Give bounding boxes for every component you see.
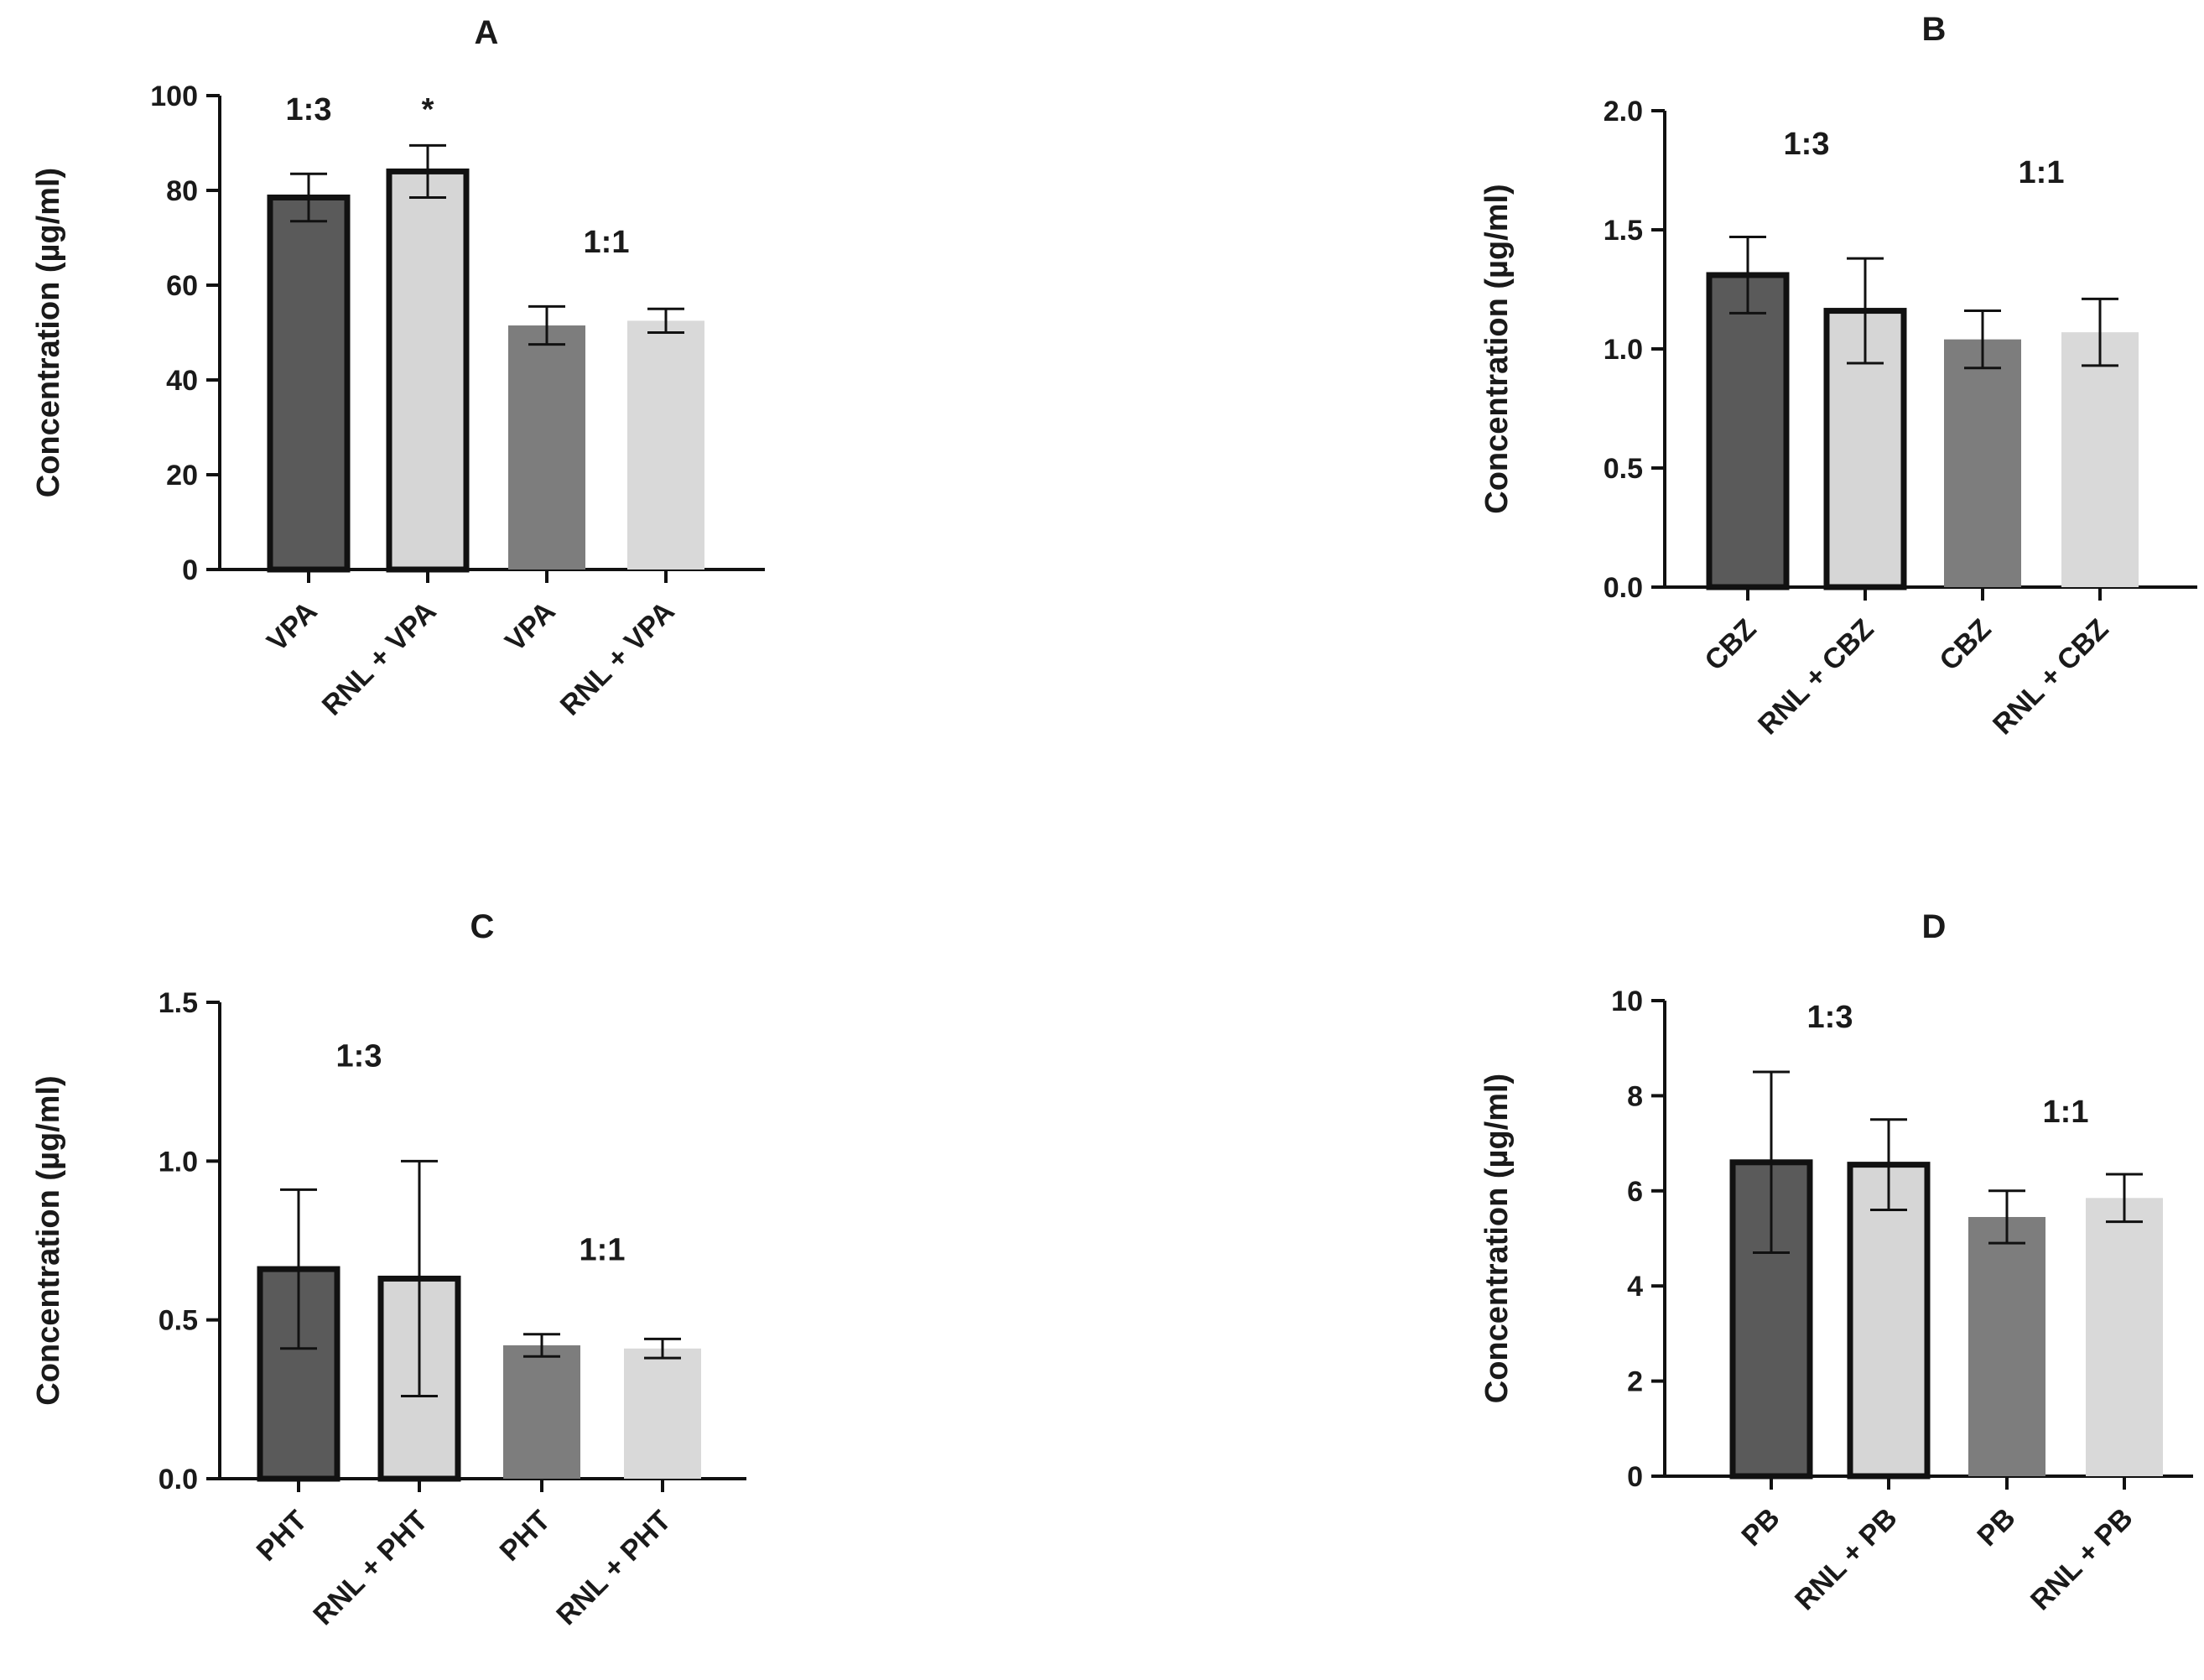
x-tick-label: PHT [251,1505,314,1568]
x-tick-label: RNL + PB [2025,1502,2139,1617]
ratio-annotation: 1:3 [1807,1000,1853,1035]
x-tick-label: RNL + CBZ [1752,613,1880,741]
x-tick-label: CBZ [1698,613,1762,677]
bar [624,1348,701,1479]
x-tick-label: RNL + CBZ [1987,613,2115,741]
x-tick-label: VPA [499,596,562,658]
x-tick-label: RNL + PHT [550,1505,677,1631]
ratio-annotation: 1:3 [336,1038,382,1074]
y-tick-label: 0 [1627,1461,1643,1493]
panel-title: D [1922,908,1947,945]
y-axis-label: Concentration (µg/ml) [1479,1074,1515,1403]
panel-b: B 0.0 0.5 1.0 1.5 2.0 Concentration (µg/ml) CBZ… [1479,11,2197,741]
bar [508,325,585,570]
y-tick-label: 80 [166,175,198,207]
y-tick-label: 0 [182,554,198,586]
bar [386,168,470,573]
y-tick-label: 2 [1627,1366,1643,1398]
y-tick-label: 1.0 [159,1146,198,1178]
x-tick-label: RNL + VPA [554,596,681,722]
panel-title: B [1922,11,1947,48]
bar [627,320,704,570]
y-tick-label: 100 [150,81,198,112]
panel-title: A [475,14,499,51]
significance-marker: * [422,92,434,127]
ratio-annotation: 1:3 [286,92,332,127]
y-tick-label: 1.0 [1604,334,1643,366]
y-tick-label: 0.5 [159,1305,198,1337]
y-tick-label: 6 [1627,1176,1643,1208]
x-tick-label: RNL + VPA [316,596,443,722]
bar [1706,272,1790,590]
bar [267,194,351,573]
bar [2086,1198,2163,1476]
ratio-annotation: 1:1 [580,1232,626,1267]
y-tick-label: 20 [166,460,198,492]
bar [503,1345,580,1479]
x-tick-label: PB [1971,1502,2021,1553]
bar [1944,339,2021,587]
y-tick-label: 1.5 [1604,215,1643,247]
x-tick-label: PB [1735,1502,1786,1553]
y-tick-label: 60 [166,270,198,302]
y-tick-label: 40 [166,365,198,397]
ratio-annotation: 1:1 [2043,1095,2089,1130]
y-axis-label: Concentration (µg/ml) [1479,184,1515,513]
y-tick-label: 0.0 [159,1464,198,1495]
bar [1847,1162,1931,1480]
x-tick-label: RNL + PHT [307,1505,434,1631]
y-tick-label: 2.0 [1604,96,1643,127]
bar [1968,1216,2045,1476]
y-axis-label: Concentration (µg/ml) [31,168,66,497]
x-tick-label: RNL + PB [1789,1502,1904,1617]
y-tick-label: 8 [1627,1080,1643,1112]
y-tick-label: 0.0 [1604,572,1643,604]
y-axis-label: Concentration (µg/ml) [31,1075,66,1405]
ratio-annotation: 1:1 [584,225,630,260]
ratio-annotation: 1:1 [2019,155,2065,190]
y-tick-label: 10 [1611,986,1643,1017]
x-tick-label: CBZ [1933,613,1997,677]
y-tick-label: 0.5 [1604,453,1643,485]
x-tick-label: PHT [494,1505,557,1568]
x-tick-label: VPA [261,596,324,658]
y-tick-label: 1.5 [159,987,198,1019]
ratio-annotation: 1:3 [1784,127,1830,162]
panel-title: C [470,908,495,945]
y-tick-label: 4 [1627,1271,1643,1303]
bar [2061,332,2139,587]
